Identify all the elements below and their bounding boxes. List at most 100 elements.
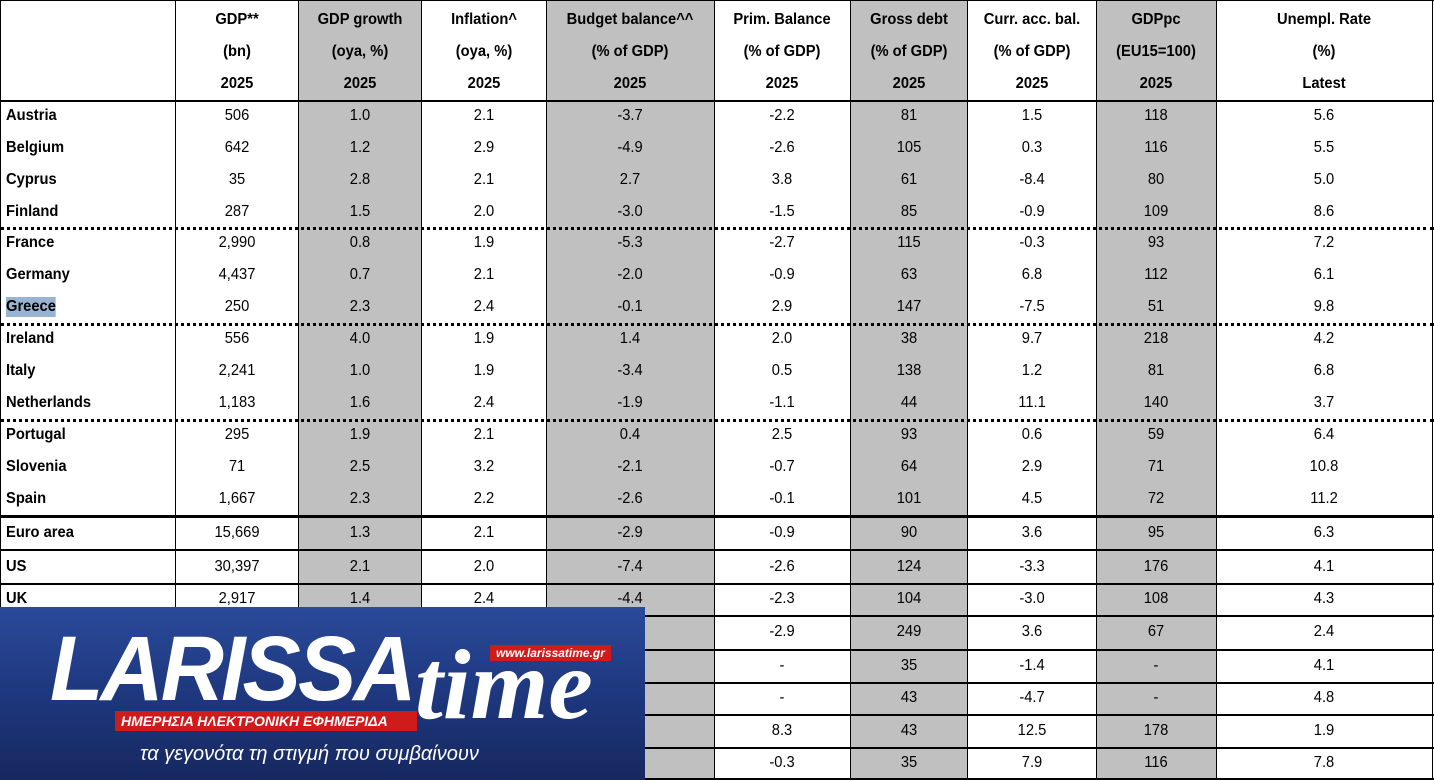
value-cell: -3.0: [1018, 590, 1045, 607]
value-cell: 4,437: [218, 266, 255, 283]
row-label: Ireland: [6, 330, 55, 347]
value-cell: 81: [900, 107, 917, 124]
value-cell: 1.9: [473, 362, 494, 379]
column-border: [0, 0, 1, 780]
row-label: Slovenia: [6, 458, 67, 475]
value-cell: -: [779, 689, 785, 706]
value-cell: 4.1: [1313, 558, 1335, 575]
value-cell: 93: [1147, 234, 1165, 251]
value-cell: 5.5: [1313, 139, 1335, 156]
value-cell: 4.1: [1313, 657, 1335, 674]
value-cell: 1.5: [1021, 107, 1042, 124]
value-cell: 4.0: [349, 330, 370, 347]
header-cell: 2025: [220, 75, 253, 92]
value-cell: -7.4: [617, 558, 643, 575]
row-label: Netherlands: [6, 394, 92, 411]
value-cell: 250: [224, 298, 249, 315]
value-cell: -0.7: [769, 458, 795, 475]
value-cell: 112: [1144, 266, 1168, 283]
value-cell: 7.9: [1021, 754, 1042, 771]
value-cell: -2.6: [769, 558, 795, 575]
row-border: [0, 100, 1434, 102]
value-cell: -2.1: [617, 458, 643, 475]
value-cell: 4.2: [1313, 330, 1335, 347]
row-border: [0, 549, 1434, 551]
value-cell: 6.8: [1021, 266, 1042, 283]
value-cell: 2.3: [349, 490, 370, 507]
value-cell: 7.2: [1313, 234, 1335, 251]
value-cell: 2.4: [1313, 623, 1335, 640]
value-cell: -7.5: [1018, 298, 1045, 315]
value-cell: 30,397: [213, 558, 260, 575]
header-cell: (EU15=100): [1116, 43, 1196, 60]
row-label: Spain: [6, 490, 47, 507]
column-border: [175, 0, 176, 780]
header-cell: Curr. acc. bal.: [983, 11, 1080, 28]
header-cell: (% of GDP): [870, 43, 947, 60]
header-cell: 2025: [467, 75, 500, 92]
column-border: [546, 0, 547, 780]
value-cell: 1.0: [349, 362, 370, 379]
value-cell: 6.1: [1313, 266, 1335, 283]
value-cell: 81: [1147, 362, 1165, 379]
value-cell: -0.1: [769, 490, 795, 507]
value-cell: 176: [1143, 558, 1169, 575]
header-cell: Gross debt: [869, 11, 948, 28]
value-cell: 7.8: [1313, 754, 1335, 771]
value-cell: 2.9: [1021, 458, 1042, 475]
header-cell: GDPpc: [1131, 11, 1181, 28]
value-cell: -1.1: [769, 394, 795, 411]
column-border: [967, 0, 968, 780]
value-cell: 1.2: [349, 139, 370, 156]
value-cell: 4.3: [1313, 590, 1335, 607]
header-cell: 2025: [343, 75, 376, 92]
value-cell: 9.8: [1313, 298, 1335, 315]
value-cell: 1.9: [1313, 722, 1335, 739]
value-cell: -2.0: [617, 266, 643, 283]
value-cell: 64: [900, 458, 917, 475]
value-cell: 8.6: [1313, 203, 1335, 220]
value-cell: 35: [900, 657, 917, 674]
value-cell: 8.3: [771, 722, 793, 739]
value-cell: 1.4: [349, 590, 370, 607]
row-label: Greece: [6, 297, 56, 317]
row-border: [0, 583, 1434, 585]
column-border: [714, 0, 715, 780]
value-cell: 35: [900, 754, 917, 771]
value-cell: 1.5: [349, 203, 370, 220]
value-cell: 1.0: [349, 107, 370, 124]
value-cell: 506: [224, 107, 249, 124]
value-cell: 3.8: [771, 171, 793, 188]
header-cell: Inflation^: [450, 11, 517, 28]
row-label: Cyprus: [6, 171, 57, 188]
value-cell: 1.6: [349, 394, 370, 411]
value-cell: 4.5: [1021, 490, 1042, 507]
value-cell: 4.8: [1313, 689, 1335, 706]
value-cell: 5.0: [1313, 171, 1335, 188]
value-cell: 115: [896, 234, 921, 251]
header-cell: 2025: [765, 75, 799, 92]
logo-banner: ΗΜΕΡΗΣΙΑ ΗΛΕΚΤΡΟΝΙΚΗ ΕΦΗΜΕΡΙΔΑ: [115, 711, 417, 731]
row-border: [0, 778, 1434, 780]
value-cell: 2.9: [771, 298, 793, 315]
value-cell: 3.7: [1313, 394, 1335, 411]
header-cell: GDP growth: [317, 11, 402, 28]
value-cell: -2.6: [617, 490, 643, 507]
value-cell: 6.3: [1313, 524, 1335, 541]
value-cell: 104: [896, 590, 921, 607]
row-label: Italy: [6, 362, 36, 379]
value-cell: 118: [1144, 107, 1168, 124]
value-cell: 12.5: [1017, 722, 1046, 739]
header-cell: Prim. Balance: [733, 11, 831, 28]
row-label: Belgium: [6, 139, 65, 156]
value-cell: -0.9: [1018, 203, 1045, 220]
value-cell: -3.4: [617, 362, 643, 379]
value-cell: 72: [1147, 490, 1165, 507]
value-cell: 140: [1143, 394, 1169, 411]
value-cell: -0.9: [769, 524, 795, 541]
value-cell: -3.3: [1018, 558, 1045, 575]
value-cell: 15,669: [213, 524, 260, 541]
value-cell: 0.8: [349, 234, 370, 251]
value-cell: 3.6: [1021, 524, 1042, 541]
